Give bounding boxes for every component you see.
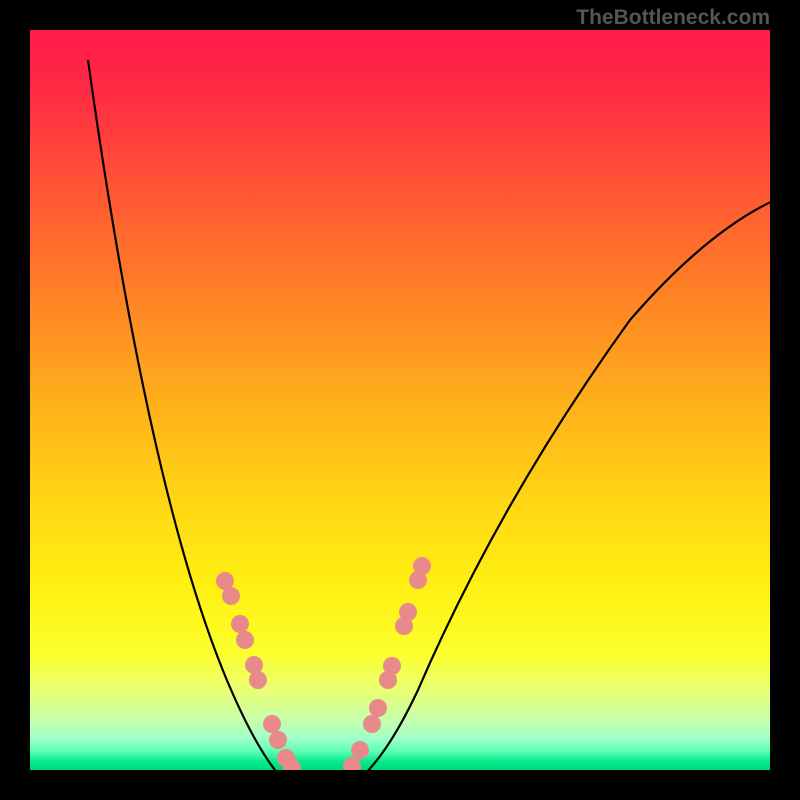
data-marker: [363, 715, 381, 733]
watermark-text: TheBottleneck.com: [576, 6, 770, 30]
data-marker: [222, 587, 240, 605]
data-marker: [263, 715, 281, 733]
curve-line: [88, 60, 316, 770]
data-marker: [369, 699, 387, 717]
data-marker: [249, 671, 267, 689]
data-marker: [351, 741, 369, 759]
plot-area: [30, 30, 770, 770]
data-marker: [269, 731, 287, 749]
data-marker: [413, 557, 431, 575]
data-marker: [236, 631, 254, 649]
data-marker: [231, 615, 249, 633]
data-marker: [343, 757, 361, 770]
data-marker: [399, 603, 417, 621]
chart-svg: [30, 30, 770, 770]
data-marker: [383, 657, 401, 675]
